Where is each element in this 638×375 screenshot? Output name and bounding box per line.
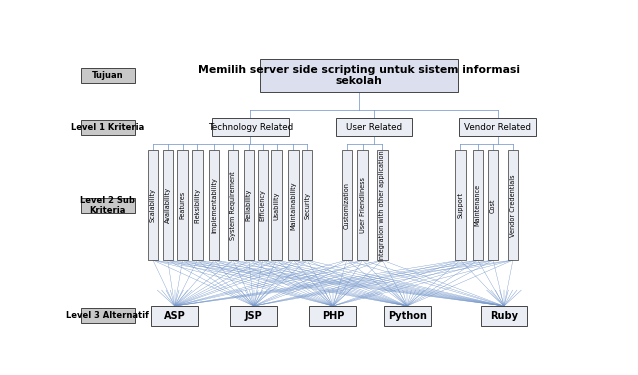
FancyBboxPatch shape bbox=[148, 150, 158, 260]
FancyBboxPatch shape bbox=[383, 306, 431, 326]
FancyBboxPatch shape bbox=[488, 150, 498, 260]
FancyBboxPatch shape bbox=[357, 150, 367, 260]
FancyBboxPatch shape bbox=[341, 150, 352, 260]
Text: Tujuan: Tujuan bbox=[92, 71, 124, 80]
Text: Level 3 Alternatif: Level 3 Alternatif bbox=[66, 311, 149, 320]
FancyBboxPatch shape bbox=[163, 150, 173, 260]
Text: Implementability: Implementability bbox=[211, 177, 218, 233]
Text: Fleksibility: Fleksibility bbox=[195, 188, 200, 223]
FancyBboxPatch shape bbox=[209, 150, 219, 260]
Text: Features: Features bbox=[179, 191, 186, 219]
FancyBboxPatch shape bbox=[151, 306, 198, 326]
Text: Scalability: Scalability bbox=[150, 188, 156, 222]
Text: Vendor Credentials: Vendor Credentials bbox=[510, 174, 516, 237]
Text: PHP: PHP bbox=[322, 311, 344, 321]
Text: Python: Python bbox=[388, 311, 427, 321]
FancyBboxPatch shape bbox=[177, 150, 188, 260]
Text: JSP: JSP bbox=[245, 311, 263, 321]
FancyBboxPatch shape bbox=[81, 198, 135, 213]
Text: Level 1 Kriteria: Level 1 Kriteria bbox=[71, 123, 145, 132]
FancyBboxPatch shape bbox=[228, 150, 238, 260]
FancyBboxPatch shape bbox=[288, 150, 299, 260]
FancyBboxPatch shape bbox=[192, 150, 203, 260]
Text: Availability: Availability bbox=[165, 187, 171, 224]
Text: Ruby: Ruby bbox=[490, 311, 518, 321]
Text: Maintainability: Maintainability bbox=[290, 181, 297, 230]
FancyBboxPatch shape bbox=[260, 59, 458, 92]
FancyBboxPatch shape bbox=[480, 306, 528, 326]
FancyBboxPatch shape bbox=[459, 118, 536, 136]
FancyBboxPatch shape bbox=[508, 150, 518, 260]
FancyBboxPatch shape bbox=[473, 150, 483, 260]
Text: Security: Security bbox=[304, 192, 310, 219]
Text: Integration with other application: Integration with other application bbox=[380, 150, 385, 261]
Text: Usability: Usability bbox=[274, 191, 279, 219]
Text: Reliability: Reliability bbox=[246, 189, 252, 222]
FancyBboxPatch shape bbox=[271, 150, 282, 260]
FancyBboxPatch shape bbox=[81, 308, 135, 323]
FancyBboxPatch shape bbox=[81, 68, 135, 83]
FancyBboxPatch shape bbox=[456, 150, 466, 260]
FancyBboxPatch shape bbox=[377, 150, 387, 260]
Text: Maintenance: Maintenance bbox=[475, 184, 481, 226]
FancyBboxPatch shape bbox=[302, 150, 313, 260]
Text: User Friendliness: User Friendliness bbox=[360, 177, 366, 233]
FancyBboxPatch shape bbox=[81, 120, 135, 135]
Text: Level 2 Sub
Kriteria: Level 2 Sub Kriteria bbox=[80, 195, 135, 215]
Text: Vendor Related: Vendor Related bbox=[464, 123, 531, 132]
Text: ASP: ASP bbox=[164, 311, 186, 321]
Text: Technology Related: Technology Related bbox=[208, 123, 293, 132]
FancyBboxPatch shape bbox=[336, 118, 412, 136]
Text: Customization: Customization bbox=[344, 182, 350, 229]
Text: Support: Support bbox=[457, 192, 463, 218]
Text: User Related: User Related bbox=[346, 123, 402, 132]
FancyBboxPatch shape bbox=[230, 306, 278, 326]
FancyBboxPatch shape bbox=[244, 150, 254, 260]
FancyBboxPatch shape bbox=[212, 118, 288, 136]
FancyBboxPatch shape bbox=[258, 150, 268, 260]
Text: Memilih server side scripting untuk sistem informasi
sekolah: Memilih server side scripting untuk sist… bbox=[198, 64, 520, 86]
FancyBboxPatch shape bbox=[309, 306, 357, 326]
Text: Cost: Cost bbox=[490, 198, 496, 213]
Text: Efficiency: Efficiency bbox=[260, 189, 265, 221]
Text: System Requirement: System Requirement bbox=[230, 171, 236, 240]
